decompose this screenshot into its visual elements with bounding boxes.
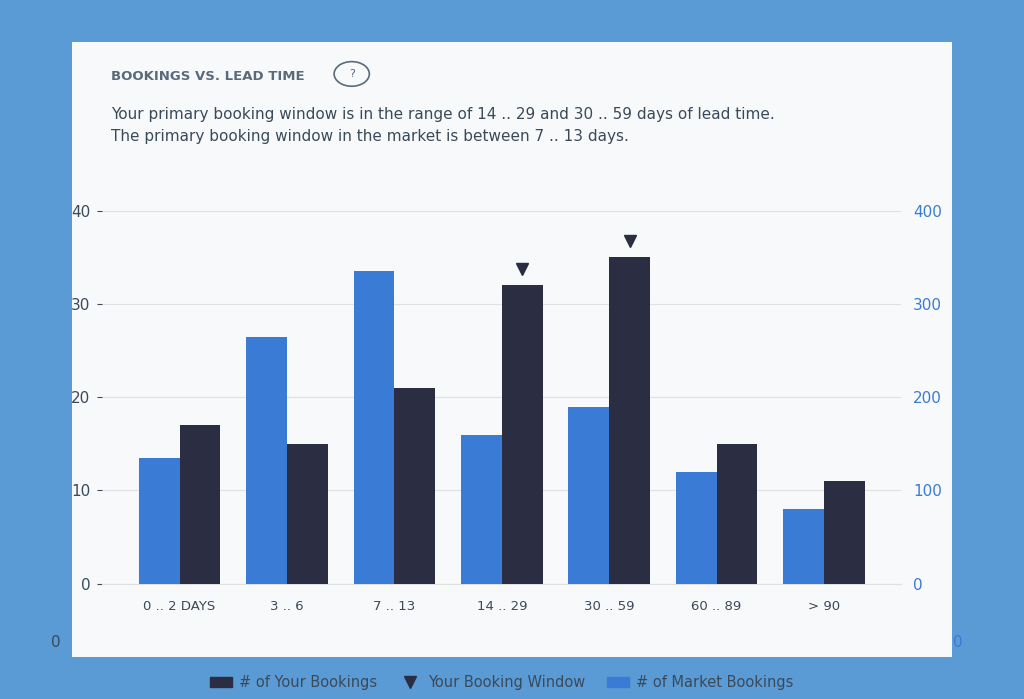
Bar: [461, 435, 502, 584]
Legend: # of Your Bookings, Your Booking Window, # of Market Bookings: # of Your Bookings, Your Booking Window,…: [204, 669, 800, 696]
Text: ?: ?: [349, 69, 354, 79]
FancyBboxPatch shape: [54, 29, 970, 670]
Bar: [179, 425, 220, 584]
Bar: [824, 481, 865, 584]
Bar: [394, 388, 435, 584]
Bar: [246, 337, 287, 584]
Bar: [568, 407, 609, 584]
Bar: [353, 271, 394, 584]
Bar: [287, 444, 328, 584]
Text: 0: 0: [51, 635, 60, 649]
Bar: [138, 458, 179, 584]
Bar: [502, 285, 543, 584]
Text: Your primary booking window is in the range of 14 .. 29 and 30 .. 59 days of lea: Your primary booking window is in the ra…: [112, 106, 775, 144]
Bar: [717, 444, 758, 584]
Bar: [676, 472, 717, 584]
Bar: [609, 257, 650, 584]
Text: 0: 0: [953, 635, 963, 649]
Bar: [783, 509, 824, 584]
Text: BOOKINGS VS. LEAD TIME: BOOKINGS VS. LEAD TIME: [112, 70, 305, 82]
